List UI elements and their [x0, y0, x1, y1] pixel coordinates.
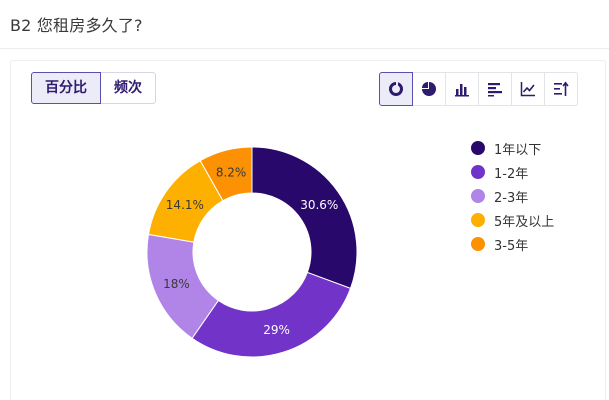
- donut-chart-button[interactable]: [379, 72, 413, 106]
- donut-chart: 30.6% 29% 18% 14.1% 8.2%: [146, 146, 358, 358]
- header-divider: [0, 48, 609, 49]
- horizontal-bar-chart-icon: [488, 83, 502, 97]
- donut-slice[interactable]: [199, 146, 253, 202]
- donut-chart-icon: [389, 81, 403, 96]
- legend-item[interactable]: 1年以下: [471, 136, 554, 160]
- legend-swatch: [471, 141, 485, 155]
- sort-icon: [554, 81, 569, 96]
- sort-button[interactable]: [544, 72, 578, 106]
- legend-swatch: [471, 237, 485, 251]
- bar-chart-icon: [455, 84, 469, 97]
- frequency-button[interactable]: 频次: [101, 72, 156, 104]
- percentage-button[interactable]: 百分比: [31, 72, 101, 104]
- donut-slice[interactable]: [251, 146, 358, 290]
- legend-swatch: [471, 165, 485, 179]
- slice-value-label: 30.6%: [300, 198, 338, 212]
- legend-label: 2-3年: [494, 190, 529, 206]
- legend-item[interactable]: 5年及以上: [471, 208, 554, 232]
- horizontal-bar-chart-button[interactable]: [478, 72, 512, 106]
- legend-item[interactable]: 2-3年: [471, 184, 554, 208]
- bar-chart-button[interactable]: [445, 72, 479, 106]
- pie-chart-icon: [422, 82, 436, 96]
- slice-value-label: 8.2%: [216, 166, 247, 180]
- donut-slice[interactable]: [191, 271, 352, 358]
- legend-swatch: [471, 213, 485, 227]
- slice-value-label: 29%: [263, 323, 290, 337]
- slice-value-label: 18%: [163, 277, 190, 291]
- chart-legend: 1年以下 1-2年 2-3年 5年及以上 3-5年: [471, 136, 554, 256]
- legend-label: 3-5年: [494, 238, 529, 254]
- legend-label: 5年及以上: [494, 214, 555, 230]
- legend-swatch: [471, 189, 485, 203]
- legend-label: 1-2年: [494, 166, 529, 182]
- chart-panel: 百分比 频次: [10, 60, 606, 400]
- line-chart-button[interactable]: [511, 72, 545, 106]
- line-chart-icon: [520, 82, 535, 97]
- legend-item[interactable]: 3-5年: [471, 232, 554, 256]
- question-title: B2 您租房多久了?: [10, 16, 143, 35]
- slice-value-label: 14.1%: [166, 198, 204, 212]
- legend-item[interactable]: 1-2年: [471, 160, 554, 184]
- chart-type-toolbar: [379, 72, 578, 106]
- pie-chart-button[interactable]: [412, 72, 446, 106]
- legend-label: 1年以下: [494, 142, 542, 158]
- mode-toggle: 百分比 频次: [31, 72, 156, 104]
